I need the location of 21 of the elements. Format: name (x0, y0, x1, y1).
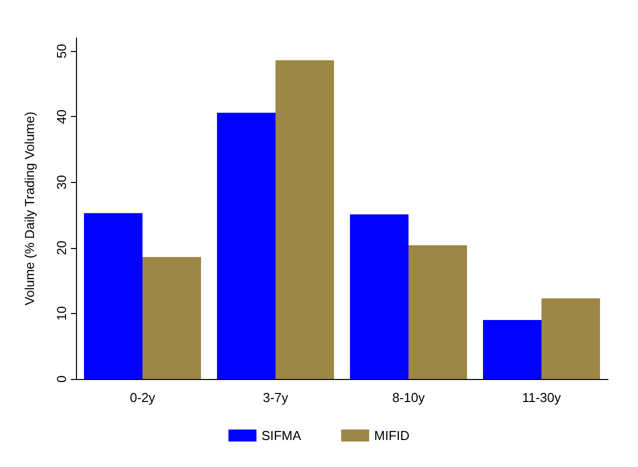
legend-label: MIFID (374, 428, 410, 443)
y-tick-label: 30 (54, 175, 69, 190)
bar (276, 60, 334, 379)
bar (408, 245, 468, 379)
bar (84, 213, 142, 379)
bar (482, 320, 542, 379)
x-tick-label: 11-30y (522, 390, 562, 405)
y-tick-label: 0 (54, 375, 69, 383)
y-tick-label: 40 (54, 109, 69, 124)
bar (216, 112, 276, 379)
legend-label: SIFMA (261, 428, 302, 443)
y-tick-label: 10 (54, 306, 69, 321)
bar (542, 298, 600, 379)
bar (350, 214, 408, 379)
y-tick-label: 50 (54, 44, 69, 58)
x-tick-label: 3-7y (262, 390, 289, 405)
x-tick-label: 8-10y (392, 390, 426, 405)
y-axis-title: Volume (% Daily Trading Volume) (22, 112, 37, 306)
bar (142, 257, 202, 379)
y-tick-label: 20 (54, 240, 69, 256)
x-tick-label: 0-2y (130, 390, 156, 405)
